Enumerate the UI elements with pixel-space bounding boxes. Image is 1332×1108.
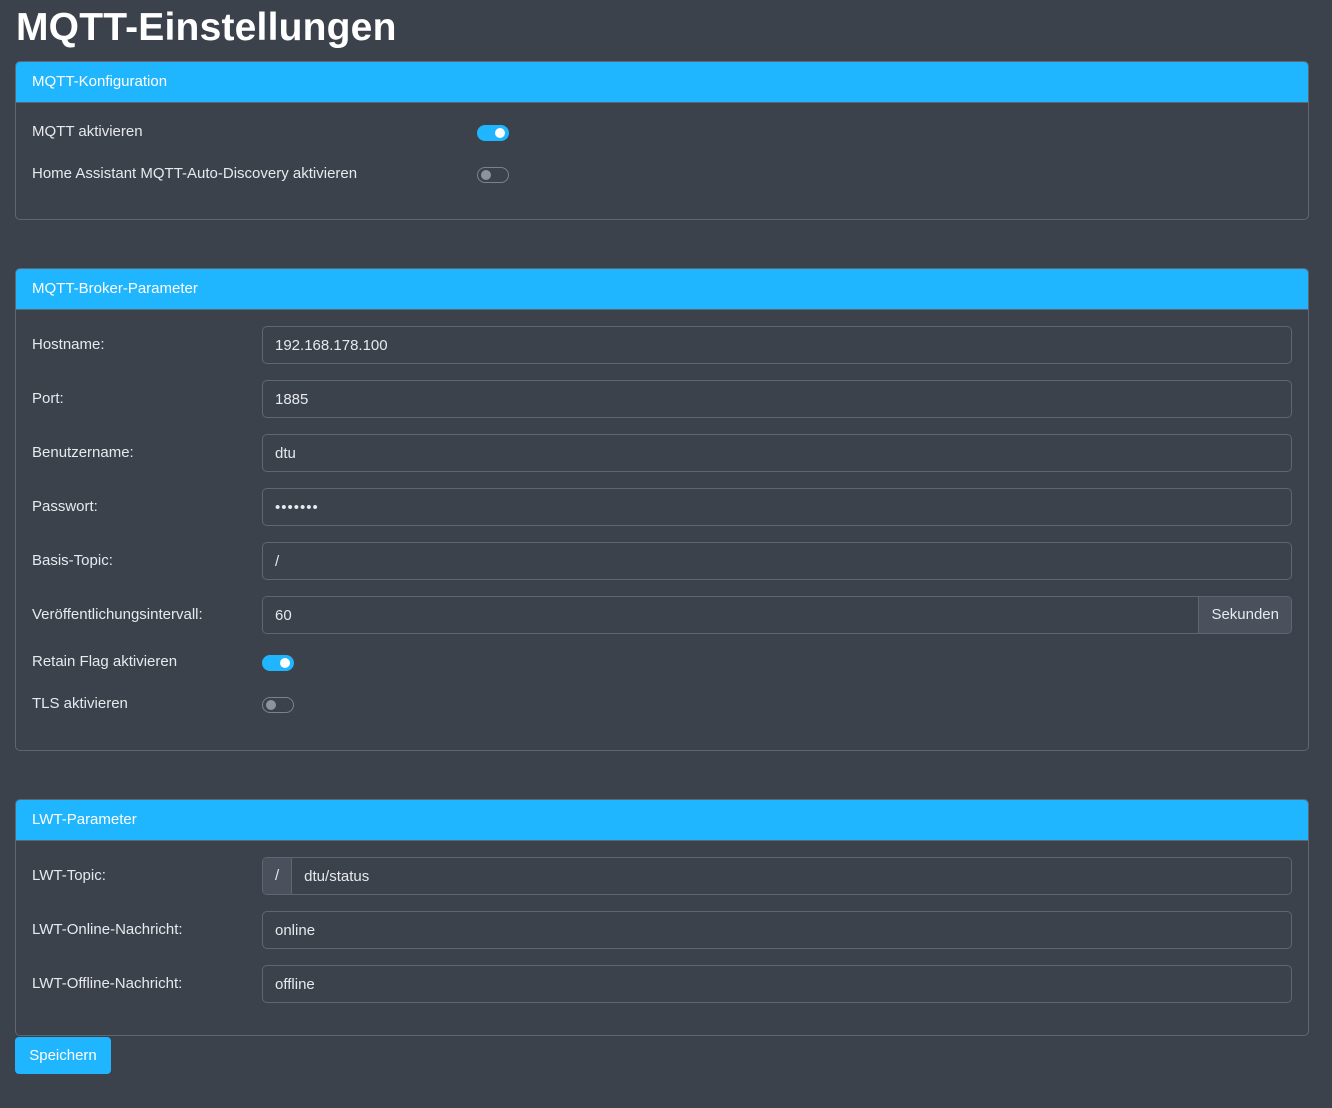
lwt-topic-row: LWT-Topic: / bbox=[32, 857, 1292, 895]
base-topic-input[interactable] bbox=[262, 542, 1292, 580]
lwt-offline-input[interactable] bbox=[262, 965, 1292, 1003]
retain-toggle[interactable] bbox=[262, 655, 294, 671]
username-label: Benutzername: bbox=[32, 444, 134, 461]
retain-row: Retain Flag aktivieren bbox=[32, 650, 1292, 674]
tls-toggle[interactable] bbox=[262, 697, 294, 713]
interval-input-group: Sekunden bbox=[262, 596, 1292, 634]
lwt-topic-label: LWT-Topic: bbox=[32, 867, 106, 884]
hostname-row: Hostname: bbox=[32, 326, 1292, 364]
ha-discovery-toggle[interactable] bbox=[477, 167, 509, 183]
tls-row: TLS aktivieren bbox=[32, 692, 1292, 716]
interval-input[interactable] bbox=[263, 597, 1199, 633]
page-title: MQTT-Einstellungen bbox=[16, 6, 397, 49]
tls-label: TLS aktivieren bbox=[32, 695, 128, 712]
mqtt-enable-label: MQTT aktivieren bbox=[32, 123, 143, 140]
lwt-offline-row: LWT-Offline-Nachricht: bbox=[32, 965, 1292, 1003]
password-input[interactable] bbox=[262, 488, 1292, 526]
ha-discovery-row: Home Assistant MQTT-Auto-Discovery aktiv… bbox=[32, 162, 1292, 186]
lwt-card: LWT-Parameter LWT-Topic: / LWT-Online-Na… bbox=[15, 799, 1309, 1036]
toggle-knob bbox=[481, 170, 491, 180]
mqtt-enable-toggle[interactable] bbox=[477, 125, 509, 141]
port-row: Port: bbox=[32, 380, 1292, 418]
broker-card-header: MQTT-Broker-Parameter bbox=[16, 269, 1308, 310]
password-row: Passwort: bbox=[32, 488, 1292, 526]
lwt-topic-input[interactable] bbox=[292, 858, 1291, 894]
ha-discovery-label: Home Assistant MQTT-Auto-Discovery aktiv… bbox=[32, 165, 358, 182]
save-button[interactable]: Speichern bbox=[15, 1037, 111, 1074]
lwt-topic-input-group: / bbox=[262, 857, 1292, 895]
username-row: Benutzername: bbox=[32, 434, 1292, 472]
base-topic-label: Basis-Topic: bbox=[32, 552, 113, 569]
port-input[interactable] bbox=[262, 380, 1292, 418]
mqtt-enable-row: MQTT aktivieren bbox=[32, 120, 1292, 144]
toggle-knob bbox=[266, 700, 276, 710]
mqtt-config-card: MQTT-Konfiguration MQTT aktivieren Home … bbox=[15, 61, 1309, 220]
password-label: Passwort: bbox=[32, 498, 98, 515]
lwt-online-label: LWT-Online-Nachricht: bbox=[32, 921, 183, 938]
lwt-topic-prefix-addon: / bbox=[263, 858, 293, 894]
port-label: Port: bbox=[32, 390, 64, 407]
interval-label: Veröffentlichungsintervall: bbox=[32, 606, 203, 623]
lwt-online-row: LWT-Online-Nachricht: bbox=[32, 911, 1292, 949]
toggle-knob bbox=[495, 128, 505, 138]
broker-card: MQTT-Broker-Parameter Hostname: Port: Be… bbox=[15, 268, 1309, 751]
mqtt-config-card-header: MQTT-Konfiguration bbox=[16, 62, 1308, 103]
lwt-card-header: LWT-Parameter bbox=[16, 800, 1308, 841]
hostname-label: Hostname: bbox=[32, 336, 105, 353]
hostname-input[interactable] bbox=[262, 326, 1292, 364]
base-topic-row: Basis-Topic: bbox=[32, 542, 1292, 580]
interval-row: Veröffentlichungsintervall: Sekunden bbox=[32, 596, 1292, 634]
username-input[interactable] bbox=[262, 434, 1292, 472]
toggle-knob bbox=[280, 658, 290, 668]
lwt-online-input[interactable] bbox=[262, 911, 1292, 949]
interval-unit-addon: Sekunden bbox=[1198, 597, 1291, 633]
retain-label: Retain Flag aktivieren bbox=[32, 653, 178, 670]
lwt-offline-label: LWT-Offline-Nachricht: bbox=[32, 975, 183, 992]
